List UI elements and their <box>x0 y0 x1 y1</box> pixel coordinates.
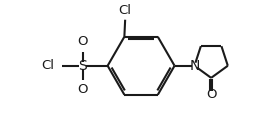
Text: O: O <box>206 88 217 101</box>
Text: Cl: Cl <box>41 59 54 72</box>
Text: O: O <box>78 83 88 96</box>
Text: S: S <box>79 59 87 73</box>
Text: Cl: Cl <box>119 4 132 17</box>
Text: O: O <box>78 35 88 48</box>
Text: N: N <box>189 59 200 73</box>
